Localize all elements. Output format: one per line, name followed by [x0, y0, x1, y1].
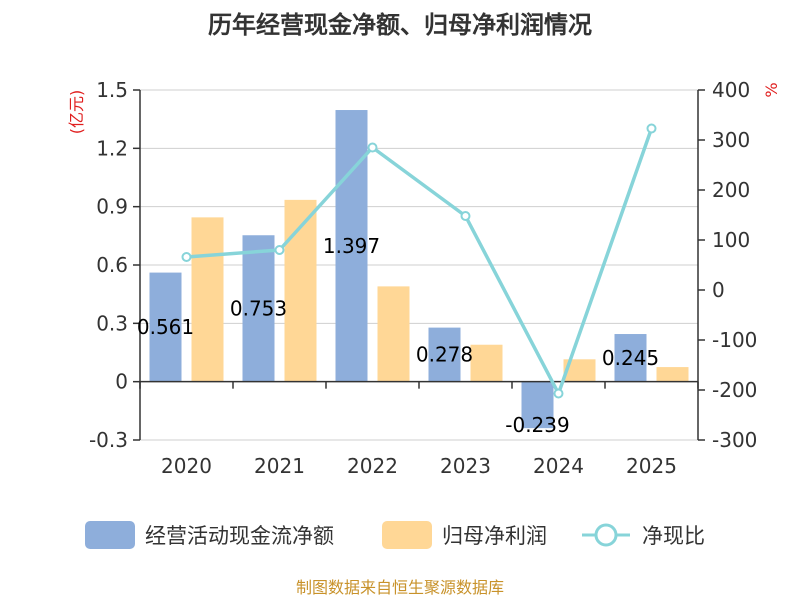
category-label: 2020 — [161, 454, 212, 478]
right-tick-label: 400 — [712, 78, 750, 102]
category-axis: 2020 2021 2022 2023 2024 2025 — [161, 454, 677, 478]
left-axis-unit: (亿元) — [67, 90, 86, 135]
right-tick-label: -200 — [712, 378, 757, 402]
legend-label-profit: 归母净利润 — [442, 524, 547, 548]
legend-item-ratio[interactable]: 净现比 — [582, 523, 705, 548]
category-label: 2023 — [440, 454, 491, 478]
cashflow-bar — [614, 334, 647, 382]
profit-bar — [656, 367, 689, 382]
category-label: 2022 — [347, 454, 398, 478]
cashflow-bar — [521, 381, 554, 429]
ratio-line — [186, 127, 654, 396]
profit-bar — [191, 217, 224, 382]
profit-bar — [470, 344, 503, 382]
cashflow-bar — [428, 327, 461, 382]
ratio-point — [181, 252, 192, 262]
right-tick-label: 300 — [712, 128, 750, 152]
cashflow-data-label: -0.239 — [505, 413, 569, 437]
profit-bar — [563, 359, 596, 382]
legend-label-ratio: 净现比 — [642, 524, 705, 548]
legend-item-cashflow[interactable]: 经营活动现金流净额 — [85, 521, 334, 549]
cashflow-bar — [242, 235, 275, 382]
profit-bar — [377, 286, 410, 382]
profit-bar — [284, 199, 317, 382]
category-label: 2021 — [254, 454, 305, 478]
source-note: 制图数据来自恒生聚源数据库 — [296, 578, 504, 597]
cashflow-data-label: 0.278 — [416, 343, 473, 367]
left-tick-label: 0 — [115, 370, 128, 394]
right-tick-label: 200 — [712, 178, 750, 202]
cashflow-data-label: 0.245 — [602, 346, 659, 370]
legend-marker-ratio — [594, 523, 618, 547]
cashflow-data-label: 1.397 — [323, 234, 380, 258]
data-label-layer: 0.561 0.753 1.397 0.278 -0.239 0.245 — [137, 234, 659, 437]
right-axis-unit: % — [762, 82, 781, 97]
left-tick-label: -0.3 — [89, 428, 128, 452]
axis-lines — [139, 90, 699, 440]
cashflow-data-label: 0.753 — [230, 296, 287, 320]
category-label: 2024 — [533, 454, 584, 478]
ratio-point — [646, 123, 657, 134]
right-tick-label: 0 — [712, 278, 725, 302]
ratio-point — [553, 388, 564, 399]
left-tick-label: 1.2 — [96, 136, 128, 160]
cashflow-bar — [335, 110, 368, 382]
ratio-point — [460, 211, 471, 221]
left-tick-label: 1.5 — [96, 78, 128, 102]
ratio-point — [274, 245, 285, 255]
bars-layer — [149, 110, 689, 429]
category-label: 2025 — [626, 454, 677, 478]
right-tick-label: 100 — [712, 228, 750, 252]
right-tick-label: -300 — [712, 428, 757, 452]
legend: 经营活动现金流净额 归母净利润 净现比 — [85, 521, 705, 549]
right-tick-label: -100 — [712, 328, 757, 352]
left-tick-label: 0.9 — [96, 195, 128, 219]
grid-layer — [140, 89, 698, 441]
ratio-line-layer — [181, 123, 657, 399]
chart-title: 历年经营现金净额、归母净利润情况 — [208, 11, 592, 39]
legend-swatch-cashflow — [85, 521, 135, 549]
cashflow-data-label: 0.561 — [137, 315, 194, 339]
left-axis: 1.5 1.2 0.9 0.6 0.3 0 -0.3 — [89, 78, 140, 452]
legend-label-cashflow: 经营活动现金流净额 — [145, 524, 334, 548]
ratio-point — [367, 142, 378, 153]
right-axis: 400 300 200 100 0 -100 -200 -300 — [698, 78, 757, 452]
legend-item-profit[interactable]: 归母净利润 — [382, 521, 547, 549]
cashflow-bar — [149, 272, 182, 382]
left-tick-label: 0.3 — [96, 311, 128, 335]
legend-swatch-profit — [382, 521, 432, 549]
left-tick-label: 0.6 — [96, 253, 128, 277]
